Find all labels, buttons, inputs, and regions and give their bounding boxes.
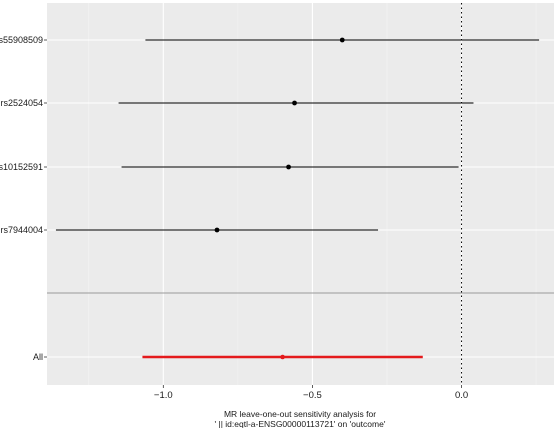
estimate-rs55908509 xyxy=(339,37,345,43)
x-tick-label-0: −1.0 xyxy=(154,390,173,401)
estimate-rs7944004 xyxy=(214,227,220,233)
minor-gridlines xyxy=(88,3,537,385)
y-tick-label-rs2524054: rs2524054 xyxy=(0,98,43,108)
y-tick-label-rs7944004: rs7944004 xyxy=(0,225,43,235)
y-axis: rs55908509 rs2524054 rs10152591 rs7944004 Al… xyxy=(0,35,47,362)
x-tick-label-1: −0.5 xyxy=(303,390,322,401)
y-tick-label-all: All xyxy=(33,352,43,362)
y-tick-label-rs55908509: rs55908509 xyxy=(0,35,43,45)
plot-panel xyxy=(47,3,554,385)
y-tick-label-rs10152591: rs10152591 xyxy=(0,162,43,172)
x-axis: −1.0 −0.5 0.0 xyxy=(154,385,468,401)
x-axis-label-line-1: MR leave-one-out sensitivity analysis fo… xyxy=(224,409,376,419)
x-tick-label-2: 0.0 xyxy=(455,390,468,401)
estimate-rs10152591 xyxy=(286,164,291,170)
x-axis-label-line-2: ' || id:eqtl-a-ENSG00000113721' on 'outc… xyxy=(215,419,386,428)
estimate-all xyxy=(280,354,285,360)
point-estimates xyxy=(214,37,345,360)
estimate-rs2524054 xyxy=(292,100,297,106)
